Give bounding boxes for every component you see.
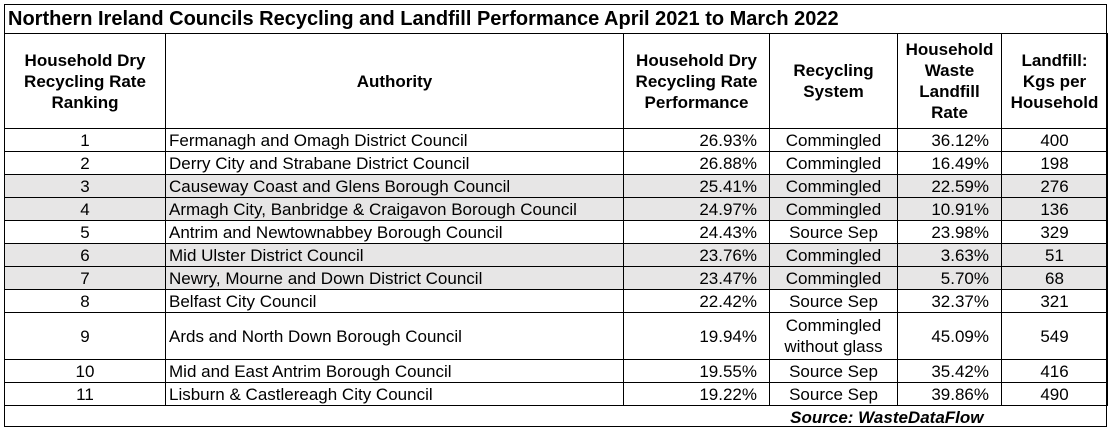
authority-cell: Ards and North Down Borough Council	[165, 312, 624, 360]
authority-cell: Derry City and Strabane District Council	[165, 151, 624, 175]
landfill-rate-cell: 22.59%	[897, 174, 1002, 198]
performance-cell: 24.97%	[623, 197, 770, 221]
header-system: Recycling System	[769, 33, 898, 129]
landfill-kgs-cell: 68	[1001, 266, 1108, 290]
source-note: Source: WasteDataFlow	[4, 405, 1108, 428]
system-cell: Commingled	[769, 174, 898, 198]
table-row: 6 Mid Ulster District Council 23.76% Com…	[4, 243, 1108, 267]
performance-cell: 26.93%	[623, 128, 770, 152]
authority-cell: Lisburn & Castlereagh City Council	[165, 382, 624, 406]
authority-cell: Causeway Coast and Glens Borough Council	[165, 174, 624, 198]
landfill-kgs-cell: 549	[1001, 312, 1108, 360]
header-row: Household Dry Recycling Rate Ranking Aut…	[4, 33, 1108, 129]
performance-cell: 26.88%	[623, 151, 770, 175]
table-title: Northern Ireland Councils Recycling and …	[4, 4, 1107, 33]
landfill-kgs-cell: 490	[1001, 382, 1108, 406]
authority-cell: Mid and East Antrim Borough Council	[165, 359, 624, 383]
landfill-rate-cell: 3.63%	[897, 243, 1002, 267]
system-cell: Source Sep	[769, 289, 898, 313]
authority-cell: Antrim and Newtownabbey Borough Council	[165, 220, 624, 244]
table-row: 7 Newry, Mourne and Down District Counci…	[4, 266, 1108, 290]
rank-cell: 8	[4, 289, 166, 313]
system-cell: Commingled	[769, 151, 898, 175]
recycling-table: Household Dry Recycling Rate Ranking Aut…	[4, 33, 1108, 428]
performance-cell: 23.76%	[623, 243, 770, 267]
performance-cell: 19.94%	[623, 312, 770, 360]
landfill-kgs-cell: 51	[1001, 243, 1108, 267]
system-cell: Source Sep	[769, 382, 898, 406]
landfill-kgs-cell: 321	[1001, 289, 1108, 313]
landfill-kgs-cell: 329	[1001, 220, 1108, 244]
rank-cell: 11	[4, 382, 166, 406]
table-row: 4 Armagh City, Banbridge & Craigavon Bor…	[4, 197, 1108, 221]
header-authority: Authority	[165, 33, 624, 129]
table-row: 9 Ards and North Down Borough Council 19…	[4, 312, 1108, 360]
system-cell: Commingled without glass	[769, 312, 898, 360]
performance-cell: 24.43%	[623, 220, 770, 244]
header-ranking: Household Dry Recycling Rate Ranking	[4, 33, 166, 129]
system-cell: Source Sep	[769, 220, 898, 244]
landfill-kgs-cell: 416	[1001, 359, 1108, 383]
performance-cell: 19.55%	[623, 359, 770, 383]
landfill-rate-cell: 5.70%	[897, 266, 1002, 290]
landfill-rate-cell: 35.42%	[897, 359, 1002, 383]
landfill-rate-cell: 23.98%	[897, 220, 1002, 244]
source-row: Source: WasteDataFlow	[4, 405, 1108, 428]
system-cell: Commingled	[769, 197, 898, 221]
table-row: 5 Antrim and Newtownabbey Borough Counci…	[4, 220, 1108, 244]
rank-cell: 4	[4, 197, 166, 221]
header-landfill-rate: Household Waste Landfill Rate	[897, 33, 1002, 129]
authority-cell: Newry, Mourne and Down District Council	[165, 266, 624, 290]
performance-cell: 19.22%	[623, 382, 770, 406]
landfill-rate-cell: 10.91%	[897, 197, 1002, 221]
rank-cell: 9	[4, 312, 166, 360]
rank-cell: 3	[4, 174, 166, 198]
authority-cell: Belfast City Council	[165, 289, 624, 313]
landfill-rate-cell: 32.37%	[897, 289, 1002, 313]
authority-cell: Mid Ulster District Council	[165, 243, 624, 267]
landfill-kgs-cell: 400	[1001, 128, 1108, 152]
table-row: 8 Belfast City Council 22.42% Source Sep…	[4, 289, 1108, 313]
rank-cell: 1	[4, 128, 166, 152]
system-cell: Commingled	[769, 128, 898, 152]
table-row: 2 Derry City and Strabane District Counc…	[4, 151, 1108, 175]
rank-cell: 7	[4, 266, 166, 290]
table-row: 3 Causeway Coast and Glens Borough Counc…	[4, 174, 1108, 198]
performance-cell: 22.42%	[623, 289, 770, 313]
header-landfill-kgs: Landfill: Kgs per Household	[1001, 33, 1108, 129]
rank-cell: 6	[4, 243, 166, 267]
landfill-kgs-cell: 136	[1001, 197, 1108, 221]
landfill-rate-cell: 16.49%	[897, 151, 1002, 175]
rank-cell: 10	[4, 359, 166, 383]
authority-cell: Fermanagh and Omagh District Council	[165, 128, 624, 152]
system-cell: Source Sep	[769, 359, 898, 383]
table-row: 1 Fermanagh and Omagh District Council 2…	[4, 128, 1108, 152]
table-row: 10 Mid and East Antrim Borough Council 1…	[4, 359, 1108, 383]
header-performance: Household Dry Recycling Rate Performance	[623, 33, 770, 129]
performance-cell: 23.47%	[623, 266, 770, 290]
system-cell: Commingled	[769, 243, 898, 267]
landfill-rate-cell: 39.86%	[897, 382, 1002, 406]
landfill-rate-cell: 36.12%	[897, 128, 1002, 152]
system-cell: Commingled	[769, 266, 898, 290]
landfill-kgs-cell: 276	[1001, 174, 1108, 198]
performance-cell: 25.41%	[623, 174, 770, 198]
landfill-kgs-cell: 198	[1001, 151, 1108, 175]
rank-cell: 5	[4, 220, 166, 244]
rank-cell: 2	[4, 151, 166, 175]
authority-cell: Armagh City, Banbridge & Craigavon Borou…	[165, 197, 624, 221]
table-row: 11 Lisburn & Castlereagh City Council 19…	[4, 382, 1108, 406]
recycling-table-document: Northern Ireland Councils Recycling and …	[4, 4, 1108, 428]
landfill-rate-cell: 45.09%	[897, 312, 1002, 360]
